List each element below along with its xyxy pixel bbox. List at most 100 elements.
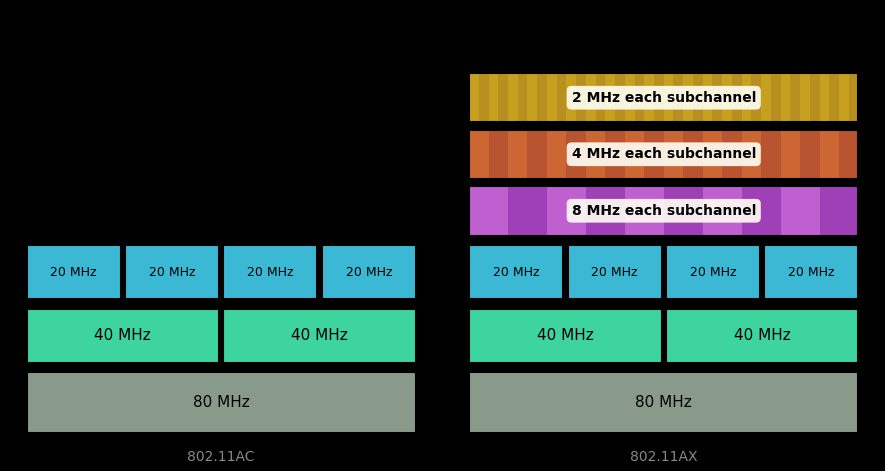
- Bar: [567, 245, 662, 299]
- Text: 20 MHz: 20 MHz: [493, 266, 539, 278]
- Bar: [469, 186, 508, 236]
- Bar: [625, 130, 644, 179]
- Bar: [469, 73, 858, 122]
- Text: 20 MHz: 20 MHz: [346, 266, 392, 278]
- Bar: [547, 130, 566, 179]
- Bar: [586, 73, 596, 122]
- Bar: [644, 130, 664, 179]
- Bar: [469, 130, 489, 179]
- Bar: [547, 186, 586, 236]
- Bar: [508, 130, 527, 179]
- Bar: [469, 73, 479, 122]
- Bar: [800, 73, 810, 122]
- Text: 802.11AC: 802.11AC: [188, 450, 255, 464]
- Bar: [644, 73, 654, 122]
- Bar: [771, 73, 781, 122]
- Bar: [469, 372, 858, 433]
- Bar: [849, 73, 858, 122]
- Bar: [765, 245, 858, 299]
- Bar: [527, 73, 537, 122]
- Bar: [673, 73, 683, 122]
- Bar: [654, 73, 664, 122]
- Text: 4 MHz each subchannel: 4 MHz each subchannel: [572, 147, 756, 161]
- Bar: [322, 245, 416, 299]
- Text: 802.11AX: 802.11AX: [630, 450, 697, 464]
- Bar: [790, 73, 800, 122]
- Bar: [693, 73, 703, 122]
- Bar: [586, 130, 605, 179]
- Text: 40 MHz: 40 MHz: [537, 328, 594, 343]
- Bar: [742, 130, 761, 179]
- Bar: [566, 130, 586, 179]
- Bar: [722, 130, 742, 179]
- Text: 80 MHz: 80 MHz: [193, 395, 250, 410]
- Bar: [781, 73, 790, 122]
- Bar: [223, 245, 318, 299]
- Bar: [27, 309, 219, 363]
- Bar: [469, 245, 563, 299]
- Bar: [557, 73, 566, 122]
- Text: 20 MHz: 20 MHz: [689, 266, 736, 278]
- Bar: [703, 186, 742, 236]
- Bar: [751, 73, 761, 122]
- Bar: [576, 73, 586, 122]
- Bar: [781, 130, 800, 179]
- Bar: [635, 73, 644, 122]
- Bar: [223, 309, 416, 363]
- Bar: [820, 130, 839, 179]
- Bar: [664, 130, 683, 179]
- Text: 20 MHz: 20 MHz: [789, 266, 835, 278]
- Bar: [518, 73, 527, 122]
- Bar: [761, 73, 771, 122]
- Bar: [703, 130, 722, 179]
- Bar: [820, 73, 829, 122]
- Bar: [666, 309, 858, 363]
- Bar: [27, 245, 120, 299]
- Bar: [605, 130, 625, 179]
- Bar: [820, 186, 858, 236]
- Bar: [605, 73, 615, 122]
- Bar: [703, 73, 712, 122]
- Bar: [27, 372, 416, 433]
- Bar: [625, 73, 635, 122]
- Bar: [800, 130, 820, 179]
- Bar: [664, 73, 673, 122]
- Text: 20 MHz: 20 MHz: [247, 266, 294, 278]
- Bar: [125, 245, 219, 299]
- Bar: [566, 73, 576, 122]
- Bar: [537, 73, 547, 122]
- Bar: [683, 73, 693, 122]
- Bar: [498, 73, 508, 122]
- Bar: [664, 186, 703, 236]
- Bar: [666, 245, 760, 299]
- Bar: [781, 186, 820, 236]
- Bar: [722, 73, 732, 122]
- Bar: [469, 130, 858, 179]
- Bar: [742, 186, 781, 236]
- Bar: [527, 130, 547, 179]
- Bar: [469, 186, 858, 236]
- Bar: [469, 309, 662, 363]
- Bar: [829, 73, 839, 122]
- Bar: [508, 73, 518, 122]
- Text: 2 MHz each subchannel: 2 MHz each subchannel: [572, 91, 756, 105]
- Bar: [508, 186, 547, 236]
- Bar: [683, 130, 703, 179]
- Bar: [479, 73, 489, 122]
- Bar: [596, 73, 605, 122]
- Text: 40 MHz: 40 MHz: [95, 328, 151, 343]
- Bar: [625, 186, 664, 236]
- Bar: [732, 73, 742, 122]
- Bar: [547, 73, 557, 122]
- Text: 8 MHz each subchannel: 8 MHz each subchannel: [572, 204, 756, 218]
- Bar: [489, 73, 498, 122]
- Bar: [489, 130, 508, 179]
- Bar: [839, 130, 858, 179]
- Text: 20 MHz: 20 MHz: [591, 266, 638, 278]
- Bar: [761, 130, 781, 179]
- Bar: [615, 73, 625, 122]
- Text: 80 MHz: 80 MHz: [635, 395, 692, 410]
- Bar: [839, 73, 849, 122]
- Text: 20 MHz: 20 MHz: [50, 266, 96, 278]
- Text: 40 MHz: 40 MHz: [734, 328, 790, 343]
